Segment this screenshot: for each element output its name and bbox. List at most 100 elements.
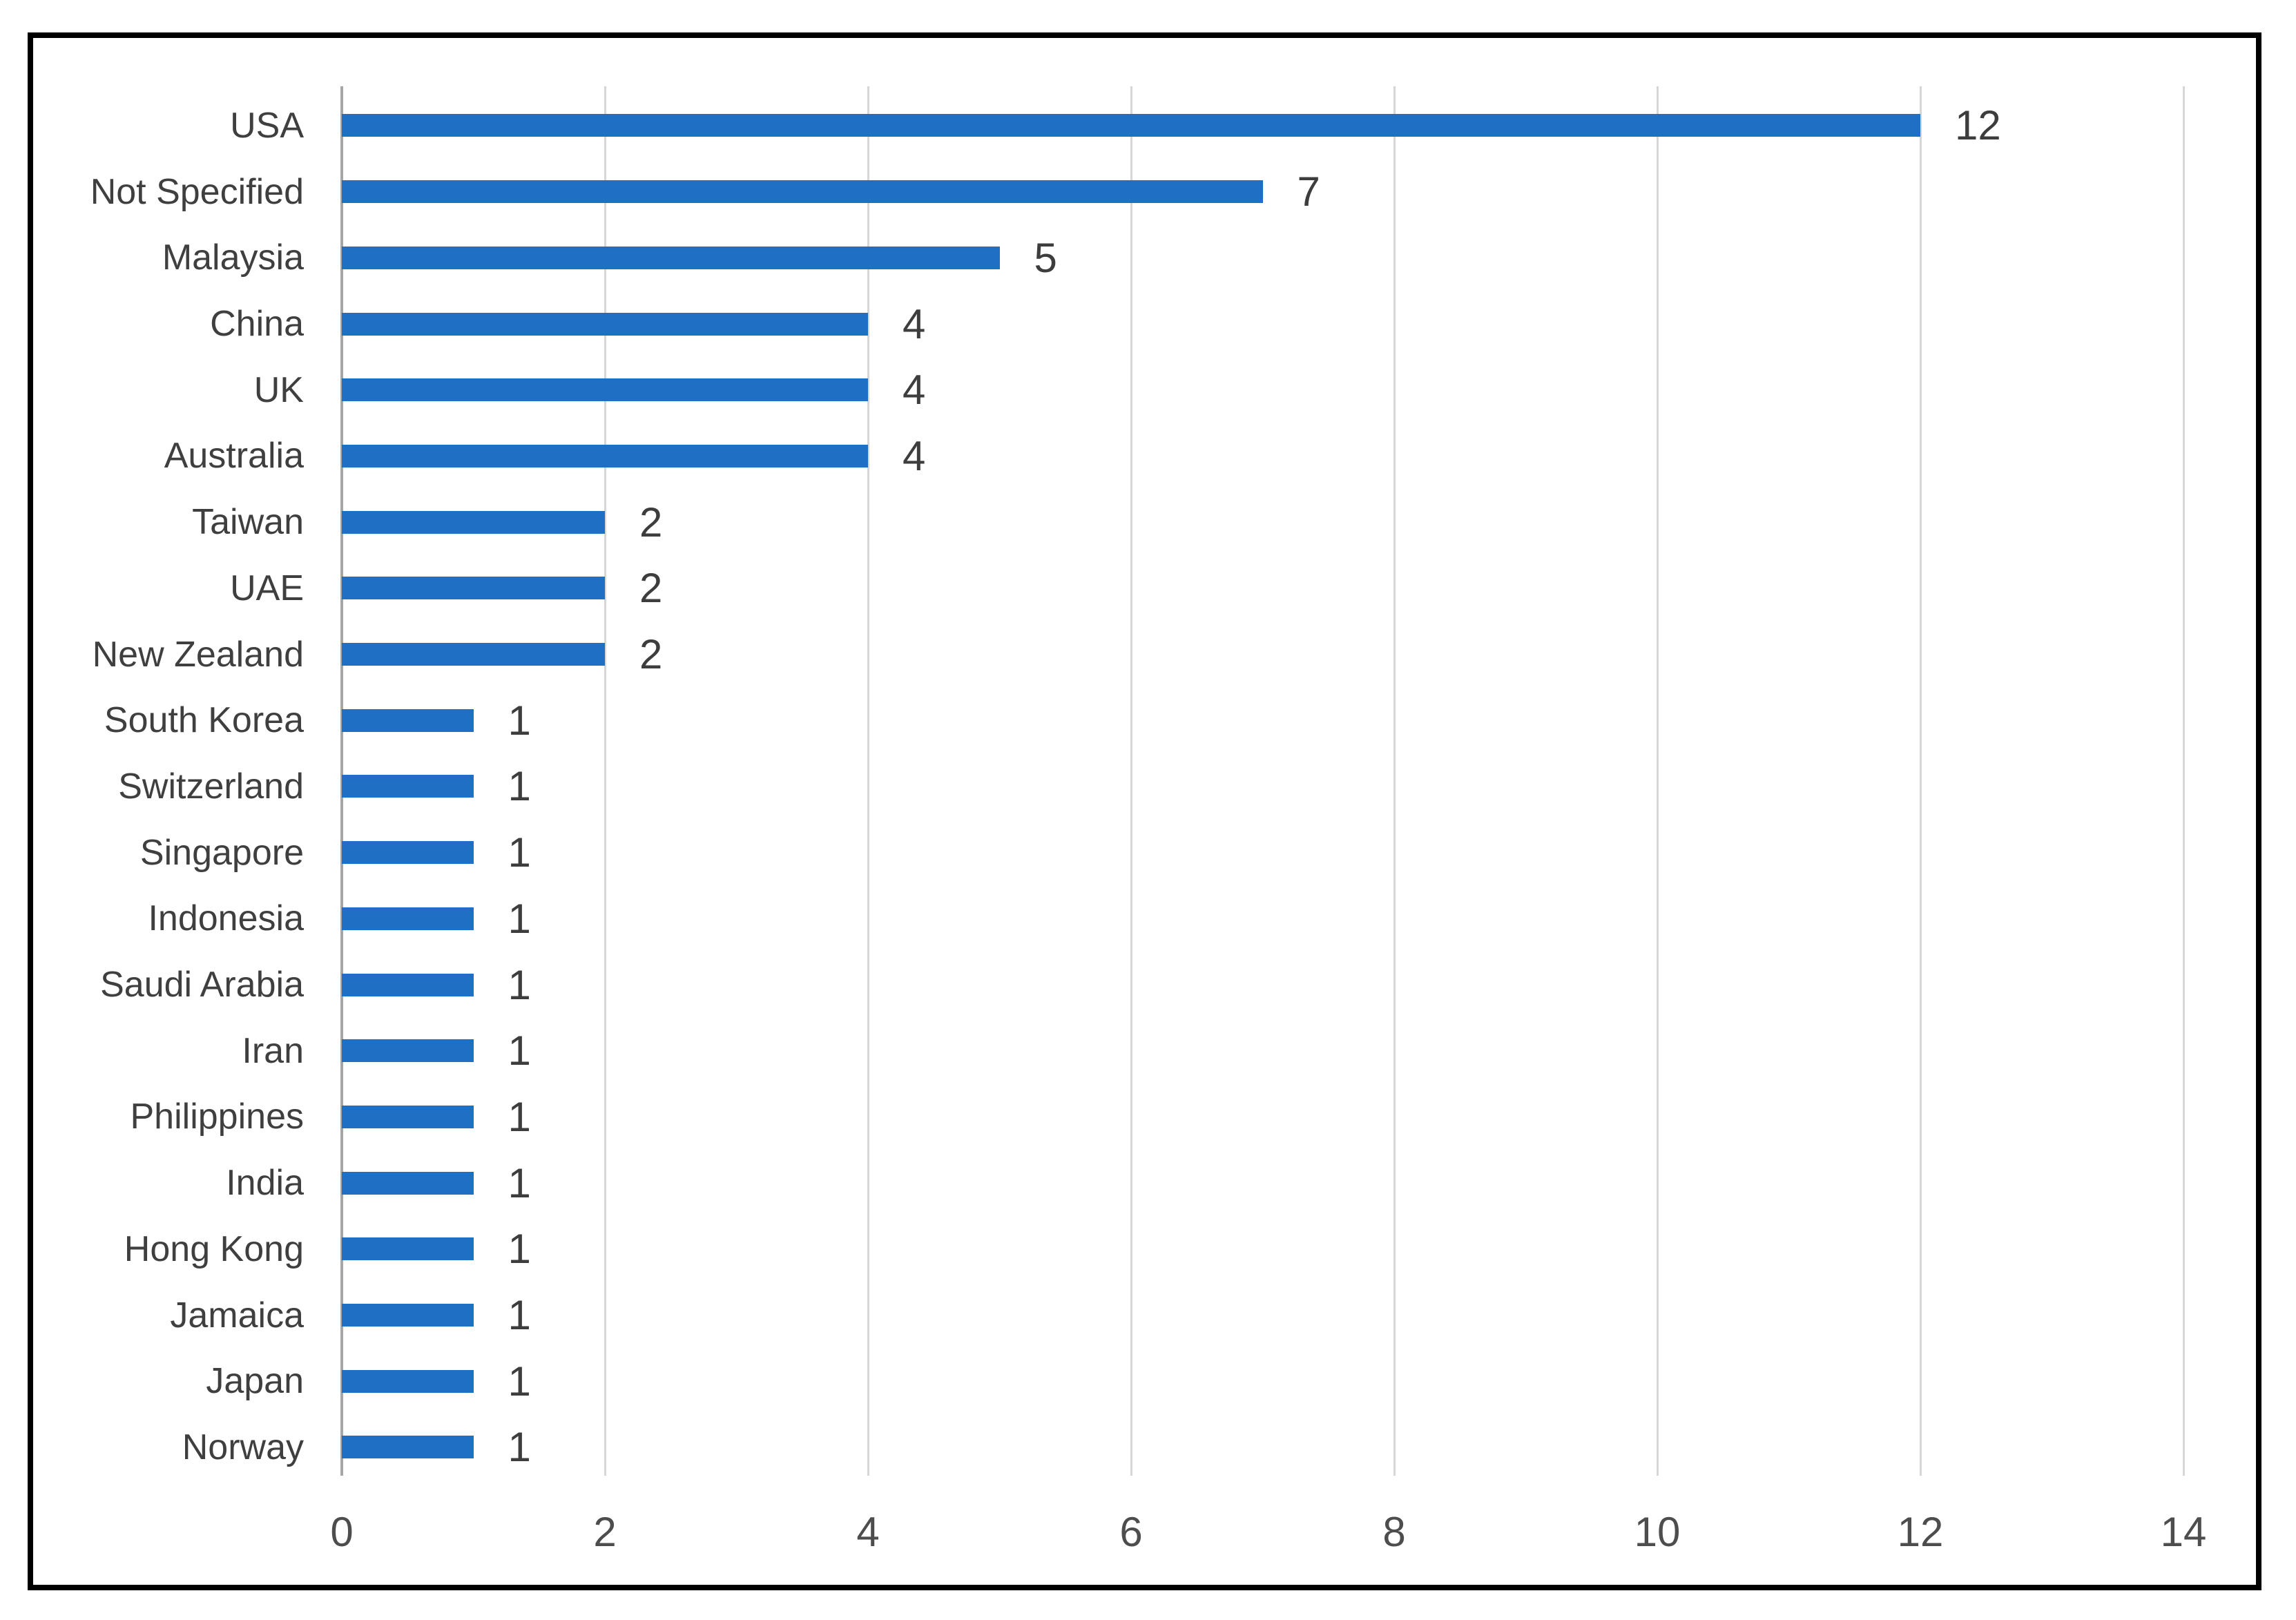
bar-row: Singapore 1: [33, 820, 2256, 886]
x-tick-label: 4: [856, 1508, 880, 1555]
category-label: Malaysia: [162, 238, 304, 278]
category-label: China: [210, 304, 304, 345]
x-tick-label: 6: [1119, 1508, 1143, 1555]
category-label: Not Specified: [90, 171, 304, 212]
value-label: 4: [903, 367, 926, 414]
bar: [342, 775, 474, 798]
value-label: 2: [639, 499, 663, 546]
value-label: 1: [508, 1292, 531, 1339]
bar-row: Australia 4: [33, 423, 2256, 490]
value-label: 4: [903, 432, 926, 479]
bar-row: Saudi Arabia 1: [33, 952, 2256, 1018]
bar: [342, 312, 868, 336]
value-label: 1: [508, 697, 531, 744]
x-tick-label: 8: [1382, 1508, 1406, 1555]
bar: [342, 1436, 474, 1459]
bar: [342, 1105, 474, 1128]
bar: [342, 907, 474, 930]
value-label: 1: [508, 895, 531, 942]
value-label: 1: [508, 763, 531, 810]
bar-row: Switzerland 1: [33, 753, 2256, 820]
bar: [342, 378, 868, 402]
value-label: 1: [508, 1159, 531, 1206]
value-label: 12: [1955, 102, 2001, 149]
category-label: Jamaica: [170, 1295, 304, 1335]
bar: [342, 1237, 474, 1261]
bar: [342, 114, 1920, 137]
bar-row: South Korea 1: [33, 687, 2256, 753]
category-label: Iran: [242, 1030, 304, 1071]
category-label: New Zealand: [92, 634, 304, 675]
gridline: [867, 86, 869, 1476]
bar: [342, 1304, 474, 1327]
gridline: [2182, 86, 2185, 1476]
gridline: [1919, 86, 1922, 1476]
category-label: Japan: [206, 1361, 304, 1402]
bar: [342, 643, 605, 666]
x-tick-label: 2: [593, 1508, 617, 1555]
bar-row: Japan 1: [33, 1348, 2256, 1414]
value-label: 1: [508, 1424, 531, 1471]
category-label: Hong Kong: [124, 1228, 304, 1269]
bar-row: Philippines 1: [33, 1084, 2256, 1150]
gridline: [1656, 86, 1659, 1476]
bar-row: New Zealand 2: [33, 621, 2256, 688]
category-label: UAE: [230, 568, 304, 608]
gridline: [1130, 86, 1132, 1476]
bar: [342, 180, 1263, 204]
category-label: Taiwan: [192, 502, 304, 543]
category-label: USA: [230, 105, 304, 146]
bar-row: China 4: [33, 291, 2256, 357]
bar: [342, 1171, 474, 1195]
category-label: Saudi Arabia: [100, 965, 304, 1005]
bar-row: Indonesia 1: [33, 886, 2256, 952]
bar: [342, 1039, 474, 1063]
category-label: Singapore: [139, 832, 304, 873]
category-label: India: [226, 1163, 304, 1204]
value-label: 5: [1034, 234, 1057, 281]
plot-area: USA 12 Not Specified 7 Malaysia 5 China 4 UK 4 Aus…: [33, 38, 2256, 1585]
bar-row: Malaysia 5: [33, 225, 2256, 291]
category-label: UK: [253, 369, 304, 410]
bar-row: Norway 1: [33, 1414, 2256, 1481]
gridline: [1393, 86, 1396, 1476]
value-label: 7: [1297, 168, 1320, 215]
bar: [342, 841, 474, 865]
bar-row: Jamaica 1: [33, 1282, 2256, 1349]
value-label: 1: [508, 1358, 531, 1405]
bar: [342, 246, 1000, 269]
value-label: 1: [508, 1226, 531, 1273]
bar-row: India 1: [33, 1150, 2256, 1216]
value-label: 1: [508, 961, 531, 1008]
value-label: 1: [508, 829, 531, 876]
bar-row: Hong Kong 1: [33, 1216, 2256, 1282]
bar-row: USA 12: [33, 93, 2256, 159]
bar-row: UK 4: [33, 357, 2256, 423]
bar: [342, 973, 474, 996]
x-tick-label: 12: [1897, 1508, 1944, 1555]
category-label: Australia: [164, 436, 304, 476]
bar: [342, 510, 605, 534]
category-label: Philippines: [130, 1097, 305, 1137]
value-label: 1: [508, 1028, 531, 1074]
value-label: 4: [903, 300, 926, 347]
x-tick-label: 14: [2160, 1508, 2207, 1555]
category-label: South Korea: [104, 700, 304, 741]
x-tick-label: 10: [1634, 1508, 1681, 1555]
bar: [342, 577, 605, 600]
bar-row: Taiwan 2: [33, 489, 2256, 555]
chart-frame: USA 12 Not Specified 7 Malaysia 5 China 4 UK 4 Aus…: [28, 32, 2261, 1590]
bar-row: Not Specified 7: [33, 159, 2256, 225]
bar-row: Iran 1: [33, 1018, 2256, 1084]
category-label: Switzerland: [118, 766, 304, 807]
x-tick-label: 0: [330, 1508, 354, 1555]
value-label: 2: [639, 631, 663, 678]
bar: [342, 708, 474, 732]
category-label: Norway: [182, 1427, 304, 1467]
bar: [342, 1369, 474, 1393]
value-label: 2: [639, 565, 663, 612]
bar: [342, 444, 868, 467]
gridline: [604, 86, 606, 1476]
value-label: 1: [508, 1093, 531, 1140]
